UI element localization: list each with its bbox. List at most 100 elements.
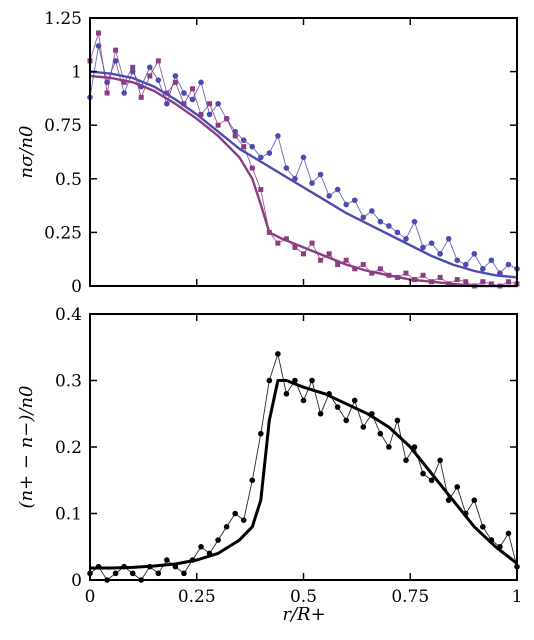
top-data-point	[172, 79, 178, 85]
top-data-point	[292, 244, 298, 250]
top-data-point	[181, 90, 187, 96]
top-data-point	[155, 58, 161, 64]
bottom-panel: 00.10.20.30.40 0.25 0.5 0.75 1 (n+ − n−)/n0 …	[16, 305, 522, 625]
bottom-y-tick-label: 0	[71, 571, 82, 591]
top-data-point	[241, 144, 247, 150]
top-data-point	[266, 150, 273, 156]
top-data-point	[275, 133, 281, 139]
top-data-point	[360, 214, 367, 221]
bottom-series-layer	[87, 351, 520, 583]
bottom-fit-line-1	[90, 379, 518, 570]
top-data-point	[215, 100, 221, 107]
top-data-point	[463, 279, 469, 285]
top-data-point	[138, 94, 144, 100]
top-data-point	[480, 266, 486, 272]
bottom-data-point	[360, 424, 367, 430]
top-data-point	[198, 111, 204, 117]
top-panel: 0 0.25 0.5 0.75 1 1.25 nσ/n0	[16, 9, 520, 297]
bottom-data-point	[428, 477, 435, 484]
bottom-data-point	[454, 484, 461, 490]
bottom-data-point	[232, 510, 238, 517]
top-data-point	[471, 251, 478, 257]
top-data-point	[326, 251, 332, 257]
top-y-tick-label: 0.25	[44, 223, 82, 243]
top-data-point	[334, 186, 341, 193]
top-data-point	[249, 143, 256, 150]
top-data-point	[113, 47, 119, 53]
bottom-data-point	[386, 444, 392, 450]
top-data-point	[454, 257, 461, 264]
top-y-tick-label: 1	[71, 63, 82, 83]
top-data-point	[189, 96, 196, 103]
top-data-point	[249, 165, 255, 171]
bottom-data-point	[258, 430, 264, 437]
top-data-point	[198, 79, 204, 86]
top-fit-line-2	[89, 70, 518, 279]
bottom-y-axis-label: (n+ − n−)/n0	[16, 385, 37, 508]
bottom-data-point	[437, 457, 443, 464]
bottom-y-tick-label: 0.4	[55, 305, 82, 325]
top-data-point	[411, 218, 418, 225]
top-fit-line-3	[89, 74, 517, 288]
top-data-point	[335, 262, 341, 268]
top-data-point	[343, 201, 350, 208]
top-data-point	[394, 229, 401, 236]
bottom-data-point	[351, 397, 358, 404]
bottom-x-tick-label: 0.5	[290, 587, 317, 607]
bottom-x-axis-label: r/R+	[282, 604, 325, 625]
bottom-y-tick-label: 0.2	[55, 438, 82, 458]
bottom-data-point	[403, 457, 409, 464]
top-data-point	[258, 187, 264, 193]
top-y-tick-label: 0.5	[55, 170, 82, 190]
top-series-layer	[87, 30, 520, 289]
bottom-data-point	[240, 517, 247, 523]
top-data-point	[155, 77, 162, 83]
top-data-point	[360, 262, 366, 268]
top-data-point	[403, 270, 409, 276]
bottom-ticks-layer: 0 0.1 0.2 0.3 0.4 0 0.25 0.5 0.75 1	[55, 305, 522, 607]
bottom-data-point	[317, 410, 324, 417]
top-data-point	[172, 73, 179, 79]
bottom-data-point	[198, 543, 204, 550]
bottom-data-point	[377, 430, 384, 437]
top-data-point	[343, 257, 349, 263]
top-data-point	[112, 58, 119, 64]
bottom-data-point	[249, 477, 256, 484]
top-data-point	[488, 281, 494, 287]
top-data-point	[300, 154, 307, 161]
top-y-tick-label: 0	[71, 277, 82, 297]
top-data-point	[505, 261, 512, 268]
top-data-point	[437, 274, 443, 280]
bottom-data-point	[164, 557, 170, 563]
top-data-point	[96, 30, 102, 36]
bottom-plot-frame	[89, 313, 518, 581]
top-ticks-layer: 0 0.25 0.5 0.75 1 1.25	[44, 9, 518, 297]
bottom-y-tick-label: 0.1	[55, 505, 82, 525]
top-data-point	[454, 277, 460, 283]
top-data-point	[369, 270, 375, 276]
top-data-point	[369, 208, 375, 214]
bottom-data-point	[275, 351, 281, 357]
top-y-tick-label: 0.75	[44, 116, 82, 136]
bottom-data-point	[420, 470, 426, 477]
top-data-point	[428, 240, 435, 246]
bottom-data-point	[334, 404, 341, 410]
top-data-point	[377, 266, 383, 272]
bottom-x-tick-label: 1	[512, 587, 523, 607]
bottom-data-point	[394, 417, 401, 424]
top-data-point	[283, 236, 289, 242]
bottom-data-point	[471, 497, 478, 504]
top-data-point	[104, 90, 110, 96]
top-data-point	[224, 116, 230, 122]
top-data-point	[488, 257, 495, 264]
bottom-data-point	[266, 377, 273, 384]
bottom-data-point	[129, 570, 136, 577]
bottom-data-point	[480, 524, 486, 530]
top-data-point	[318, 257, 324, 263]
top-data-point	[420, 272, 426, 278]
top-y-tick-label: 1.25	[44, 9, 82, 29]
top-data-point	[437, 251, 443, 257]
top-data-point	[232, 133, 238, 139]
top-data-point	[215, 122, 221, 128]
top-y-axis-label: nσ/n0	[16, 126, 37, 179]
